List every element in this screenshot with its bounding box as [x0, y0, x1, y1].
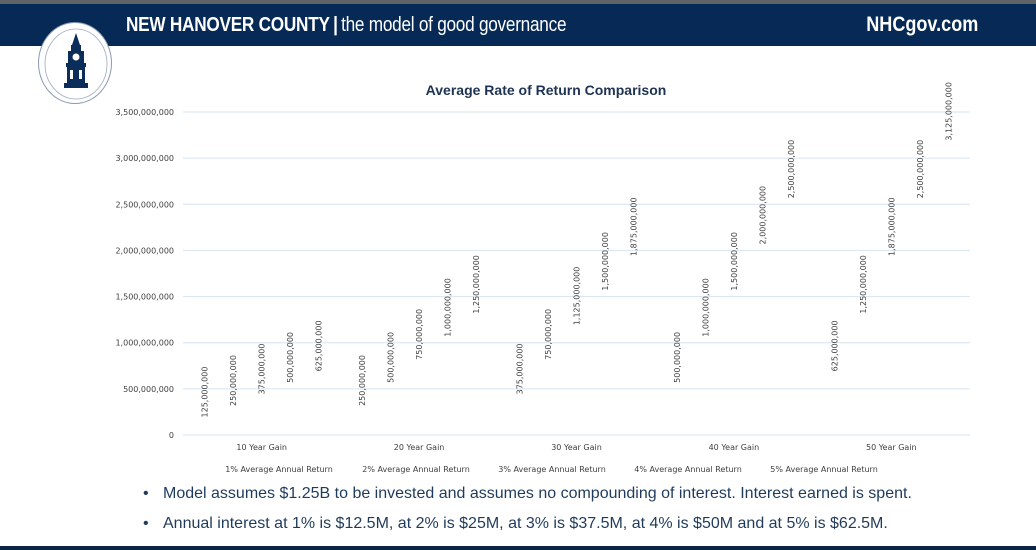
x-axis-labels: 10 Year Gain 20 Year Gain 30 Year Gain 40 Y…: [236, 443, 916, 452]
data-label: 625,000,000: [830, 320, 839, 371]
data-label: 625,000,000: [315, 320, 324, 371]
data-label: 500,000,000: [673, 332, 682, 383]
data-label: 1,500,000,000: [730, 232, 739, 291]
note-text: Model assumes $1.25B to be invested and …: [163, 485, 912, 502]
data-label: 1,000,000,000: [444, 278, 453, 337]
top-strip: [0, 0, 1036, 4]
y-tick-label: 1,500,000,000: [115, 293, 174, 302]
legend-item: 3% Average Annual Return: [498, 465, 606, 474]
data-label: 375,000,000: [258, 343, 267, 394]
legend-item: 2% Average Annual Return: [362, 465, 470, 474]
data-label: 250,000,000: [358, 355, 367, 406]
bar: [465, 320, 487, 435]
x-category-label: 20 Year Gain: [394, 443, 445, 452]
data-label: 500,000,000: [286, 332, 295, 383]
bar: [408, 366, 430, 435]
rate-of-return-chart: Average Rate of Return Comparison 0 500,0…: [115, 82, 970, 474]
x-category-label: 40 Year Gain: [709, 443, 760, 452]
bullet-icon: •: [143, 485, 149, 502]
data-label: 750,000,000: [544, 309, 553, 360]
data-label: 1,125,000,000: [573, 267, 582, 326]
brand-name: NEW HANOVER COUNTY: [126, 14, 330, 36]
data-label: 2,500,000,000: [916, 140, 925, 199]
bar: [594, 297, 616, 435]
bar: [852, 320, 874, 435]
bar: [279, 389, 301, 435]
bar: [251, 400, 273, 435]
data-label: 500,000,000: [387, 332, 396, 383]
note-text: Annual interest at 1% is $12.5M, at 2% i…: [163, 515, 888, 532]
y-tick-label: 3,500,000,000: [115, 108, 174, 117]
data-label: 750,000,000: [415, 309, 424, 360]
y-axis-labels: 0 500,000,000 1,000,000,000 1,500,000,000 2,…: [115, 108, 174, 440]
data-label: 1,250,000,000: [859, 255, 868, 314]
legend-item: 1% Average Annual Return: [225, 465, 333, 474]
bar: [566, 331, 588, 435]
y-tick-label: 3,000,000,000: [115, 154, 174, 163]
notes-list: • Model assumes $1.25B to be invested and…: [143, 482, 1023, 542]
bar: [537, 366, 559, 435]
data-label: 1,875,000,000: [630, 197, 639, 256]
legend: 1% Average Annual Return 2% Average Annua…: [225, 465, 878, 474]
bar: [909, 204, 931, 435]
legend-item: 4% Average Annual Return: [634, 465, 742, 474]
bar: [823, 377, 845, 435]
bar: [623, 262, 645, 435]
x-category-label: 10 Year Gain: [236, 443, 287, 452]
bar: [222, 412, 244, 435]
data-label: 2,000,000,000: [758, 186, 767, 245]
bar: [194, 423, 216, 435]
brand-tagline: the model of good governance: [341, 14, 567, 36]
bar: [666, 389, 688, 435]
bar: [937, 147, 959, 435]
y-tick-label: 0: [169, 431, 174, 440]
website-link[interactable]: NHCgov.com: [865, 13, 978, 36]
data-label: 1,500,000,000: [601, 232, 610, 291]
data-label: 3,125,000,000: [944, 82, 953, 141]
data-label: 375,000,000: [516, 343, 525, 394]
legend-item: 5% Average Annual Return: [770, 465, 878, 474]
data-label: 250,000,000: [229, 355, 238, 406]
gridlines: [183, 111, 970, 436]
data-label: 1,000,000,000: [701, 278, 710, 337]
data-label: 1,875,000,000: [887, 197, 896, 256]
bar: [509, 400, 531, 435]
county-seal-icon: [38, 22, 112, 104]
bar: [380, 389, 402, 435]
y-tick-label: 2,500,000,000: [115, 200, 174, 209]
y-tick-label: 1,000,000,000: [115, 339, 174, 348]
bullet-icon: •: [143, 515, 149, 532]
bar: [723, 297, 745, 435]
note-item: • Annual interest at 1% is $12.5M, at 2% …: [143, 512, 1023, 542]
x-category-label: 30 Year Gain: [551, 443, 602, 452]
note-item: • Model assumes $1.25B to be invested and…: [143, 482, 1023, 512]
header-banner: NEW HANOVER COUNTY | the model of good gov…: [0, 4, 1036, 46]
bar: [780, 204, 802, 435]
data-label: 2,500,000,000: [787, 140, 796, 199]
data-label: 1,250,000,000: [472, 255, 481, 314]
data-label: 125,000,000: [201, 367, 210, 418]
bar: [308, 377, 330, 435]
brand-separator: |: [333, 14, 338, 36]
bar: [351, 412, 373, 435]
y-tick-label: 500,000,000: [123, 385, 174, 394]
bar: [880, 262, 902, 435]
data-labels: 125,000,000 250,000,000 375,000,000 500,000…: [201, 82, 954, 417]
x-category-label: 50 Year Gain: [866, 443, 917, 452]
brand-line: NEW HANOVER COUNTY | the model of good gov…: [126, 13, 567, 37]
chart-title: Average Rate of Return Comparison: [426, 82, 667, 98]
bottom-rule: [0, 546, 1036, 550]
y-tick-label: 2,000,000,000: [115, 246, 174, 255]
